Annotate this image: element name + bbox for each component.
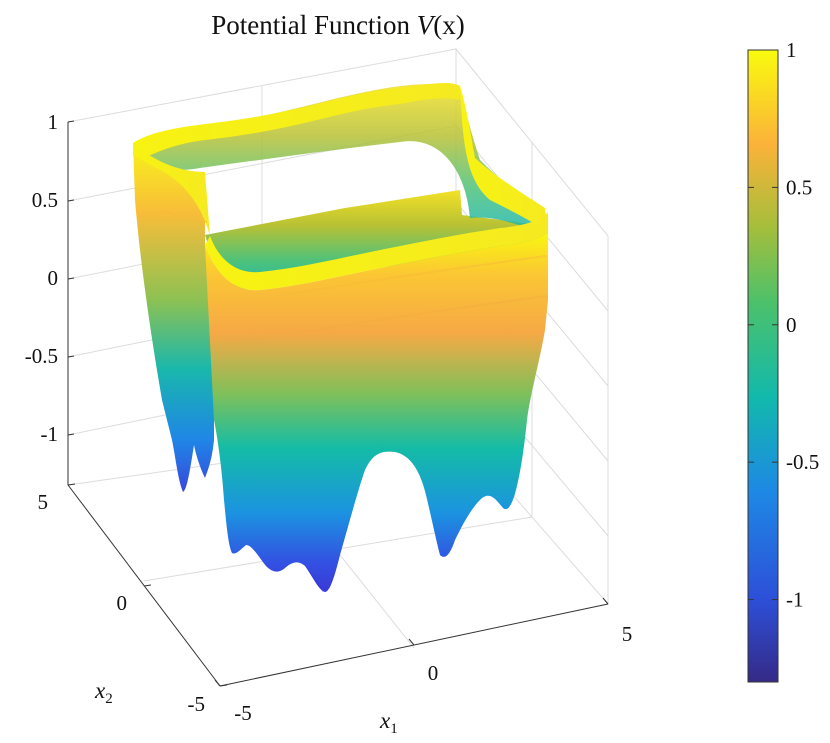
colorbar-body: [747, 49, 779, 683]
z-tick-label: -0.5: [25, 344, 58, 368]
surface-back-wall-inner: [138, 83, 548, 232]
colorbar-tick-label: -0.5: [786, 450, 819, 474]
z-tick-label: 1: [48, 110, 59, 134]
x2-tick-label: 5: [38, 490, 49, 514]
colorbar: -1 -0.5 0 0.5 1: [747, 38, 819, 683]
z-tick-label: 0: [48, 266, 59, 290]
surface-plot: [133, 82, 548, 592]
x2-tick-label: 0: [117, 591, 128, 615]
x1-tick-label: -5: [234, 701, 252, 725]
z-tick-label: -1: [41, 422, 59, 446]
surface-interior: [205, 190, 548, 291]
x2-axis-label: x2: [94, 678, 113, 707]
x1-axis-label: x1: [379, 708, 398, 737]
axes: [67, 120, 609, 687]
surface-left-wall: [133, 143, 214, 492]
x2-tick-labels: 5 0 -5: [38, 490, 206, 716]
x1-tick-label: 0: [428, 661, 439, 685]
z-tick-labels: 1 0.5 0 -0.5 -1: [25, 110, 58, 446]
z-tick-label: 0.5: [32, 188, 58, 212]
chart-title: Potential Function V(x): [211, 10, 464, 40]
colorbar-tick-label: 0: [786, 313, 797, 337]
colorbar-ticks: -1 -0.5 0 0.5 1: [748, 38, 819, 612]
colorbar-tick-label: 1: [786, 38, 797, 62]
colorbar-tick-label: 0.5: [786, 175, 812, 199]
x2-tick-label: -5: [188, 692, 206, 716]
surface-front-wall: [205, 232, 548, 592]
x1-tick-label: 5: [622, 622, 633, 646]
colorbar-tick-label: -1: [786, 588, 804, 612]
x1-tick-labels: -5 0 5: [234, 622, 632, 725]
